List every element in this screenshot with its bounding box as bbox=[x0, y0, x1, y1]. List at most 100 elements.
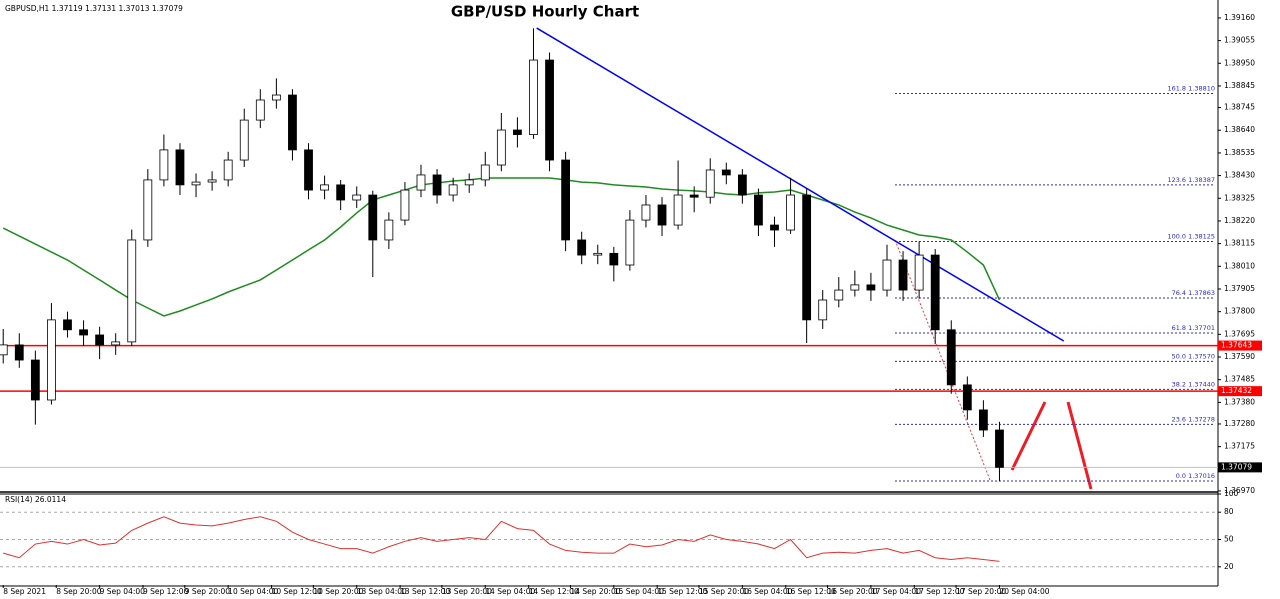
candle-body bbox=[866, 284, 876, 291]
candle-body bbox=[320, 184, 329, 191]
chart-title: GBP/USD Hourly Chart bbox=[451, 3, 639, 21]
current-price-label: 1.37079 bbox=[1221, 462, 1252, 471]
x-tick-label: 16 Sep 20:00 bbox=[828, 587, 878, 596]
x-tick-label: 14 Sep 12:00 bbox=[529, 587, 579, 596]
candle-body bbox=[175, 149, 185, 186]
candle-body bbox=[384, 219, 394, 241]
x-tick-label: 15 Sep 12:00 bbox=[657, 587, 707, 596]
candle-body bbox=[577, 239, 587, 256]
candle-body bbox=[239, 119, 249, 161]
candle-body bbox=[689, 194, 699, 198]
candle-body bbox=[802, 194, 812, 321]
rsi-tick-label: 100 bbox=[1224, 489, 1239, 498]
rsi-label: RSI(14) 26.0114 bbox=[5, 495, 66, 504]
candle-body bbox=[818, 299, 828, 321]
candle-body bbox=[946, 329, 956, 386]
candle-body bbox=[288, 94, 297, 151]
candle-body bbox=[513, 129, 522, 135]
candle-body bbox=[480, 164, 490, 181]
candle-body bbox=[898, 259, 908, 291]
candle-body bbox=[416, 174, 426, 191]
x-tick-label: 15 Sep 04:00 bbox=[614, 587, 664, 596]
candle-body bbox=[834, 289, 844, 301]
x-tick-label: 17 Sep 20:00 bbox=[956, 587, 1006, 596]
rsi-line bbox=[3, 516, 1000, 562]
y-tick-label: 1.38010 bbox=[1224, 261, 1255, 270]
candle-body bbox=[111, 341, 121, 346]
fib-label: 23.6 1.37278 bbox=[1172, 415, 1215, 423]
y-tick-label: 1.38845 bbox=[1224, 81, 1255, 90]
candle-body bbox=[754, 194, 763, 226]
candle-body bbox=[641, 204, 651, 221]
x-tick-label: 13 Sep 20:00 bbox=[442, 587, 492, 596]
candle-body bbox=[657, 204, 667, 226]
candle-body bbox=[30, 359, 40, 401]
candle-body bbox=[673, 194, 683, 226]
y-tick-label: 1.38745 bbox=[1224, 103, 1255, 112]
candle-body bbox=[191, 181, 201, 186]
y-tick-label: 1.38115 bbox=[1224, 239, 1255, 248]
y-tick-label: 1.39160 bbox=[1224, 13, 1255, 22]
candle-body bbox=[593, 252, 603, 256]
candle-body bbox=[770, 224, 779, 231]
x-tick-label: 9 Sep 04:00 bbox=[100, 587, 146, 596]
x-tick-label: 10 Sep 20:00 bbox=[313, 587, 363, 596]
y-tick-label: 1.37905 bbox=[1224, 284, 1255, 293]
y-tick-label: 1.37485 bbox=[1224, 375, 1255, 384]
candle-body bbox=[143, 179, 153, 241]
x-tick-label: 10 Sep 12:00 bbox=[272, 587, 322, 596]
candle-body bbox=[271, 94, 281, 101]
candle-body bbox=[609, 252, 619, 266]
y-tick-label: 1.37590 bbox=[1224, 352, 1255, 361]
projection-arrow bbox=[1066, 401, 1093, 490]
moving-average bbox=[2, 177, 1001, 317]
candle-body bbox=[304, 149, 313, 191]
fib-label: 100.0 1.38125 bbox=[1167, 232, 1215, 240]
y-tick-label: 1.36970 bbox=[1224, 486, 1255, 495]
candle-body bbox=[850, 284, 860, 291]
candle-body bbox=[625, 219, 635, 266]
y-tick-label: 1.38430 bbox=[1224, 171, 1255, 180]
y-tick-label: 1.37280 bbox=[1224, 419, 1255, 428]
level-label: 1.37432 bbox=[1221, 386, 1252, 395]
x-tick-label: 17 Sep 12:00 bbox=[914, 587, 964, 596]
x-tick-label: 14 Sep 20:00 bbox=[570, 587, 620, 596]
candle-body bbox=[737, 174, 747, 196]
candle-body bbox=[995, 429, 1004, 468]
y-tick-label: 1.38950 bbox=[1224, 58, 1255, 67]
candle-body bbox=[127, 239, 137, 343]
x-tick-label: 14 Sep 04:00 bbox=[485, 587, 535, 596]
candle-body bbox=[786, 194, 795, 231]
fib-label: 0.0 1.37016 bbox=[1176, 472, 1215, 480]
candle-body bbox=[914, 254, 924, 291]
x-tick-label: 16 Sep 04:00 bbox=[742, 587, 792, 596]
x-tick-label: 20 Sep 04:00 bbox=[999, 587, 1049, 596]
candle-body bbox=[464, 179, 474, 186]
candle-body bbox=[63, 319, 72, 331]
candle-body bbox=[207, 179, 217, 183]
candle-body bbox=[529, 59, 538, 135]
x-tick-label: 13 Sep 04:00 bbox=[357, 587, 407, 596]
candle-body bbox=[0, 344, 8, 356]
candle-body bbox=[721, 169, 731, 176]
candle-body bbox=[352, 194, 362, 201]
candle-body bbox=[561, 159, 571, 241]
y-tick-label: 1.37695 bbox=[1224, 329, 1255, 338]
x-tick-label: 15 Sep 20:00 bbox=[699, 587, 749, 596]
fib-label: 38.2 1.37440 bbox=[1172, 380, 1215, 388]
fib-label: 161.8 1.38810 bbox=[1167, 85, 1215, 93]
candle-body bbox=[962, 384, 972, 411]
candle-body bbox=[930, 254, 940, 331]
candle-body bbox=[368, 194, 378, 241]
candle-body bbox=[95, 334, 105, 346]
y-tick-label: 1.38535 bbox=[1224, 148, 1255, 157]
fib-label: 76.4 1.37863 bbox=[1172, 289, 1215, 297]
level-label: 1.37643 bbox=[1221, 341, 1252, 350]
candle-body bbox=[223, 159, 233, 181]
trendline bbox=[536, 27, 1065, 342]
fib-label: 50.0 1.37570 bbox=[1172, 352, 1215, 360]
candle-body bbox=[705, 169, 715, 198]
x-tick-label: 9 Sep 12:00 bbox=[143, 587, 189, 596]
y-tick-label: 1.37380 bbox=[1224, 397, 1255, 406]
